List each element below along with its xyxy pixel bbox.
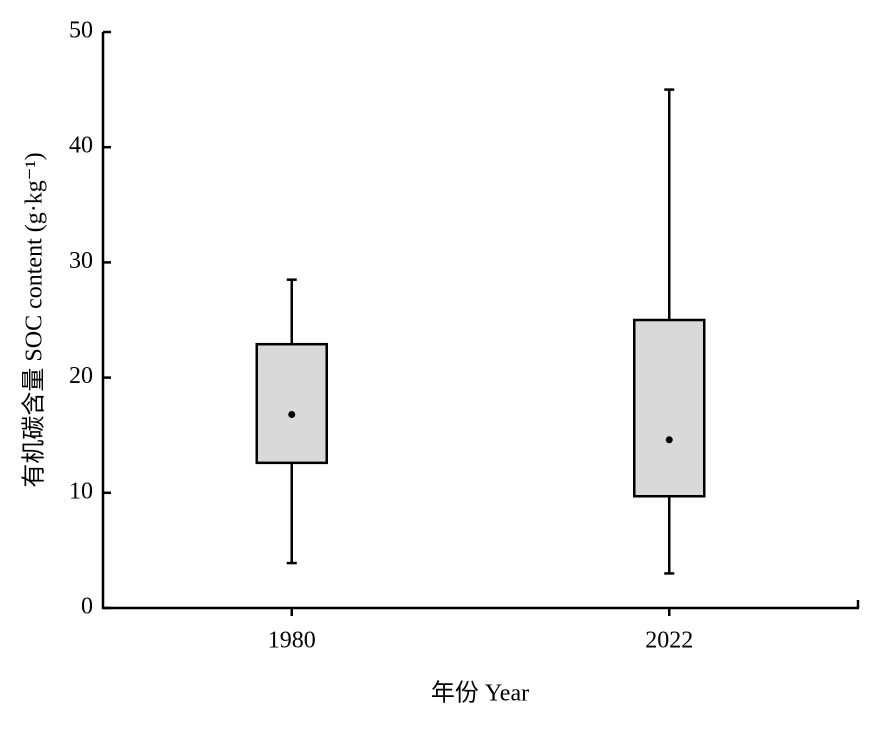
y-tick-label: 10 — [69, 478, 93, 504]
y-axis-label: 有机碳含量 SOC content (g·kg⁻¹) — [21, 152, 48, 487]
median-dot — [288, 410, 296, 418]
y-tick-label: 40 — [69, 133, 93, 159]
x-axis-label: 年份 Year — [431, 680, 529, 707]
y-tick-label: 30 — [69, 248, 93, 274]
x-tick-label: 1980 — [268, 628, 316, 654]
y-tick-label: 20 — [69, 363, 93, 389]
y-tick-label: 50 — [69, 18, 93, 44]
y-tick-label: 0 — [81, 594, 93, 620]
median-dot — [665, 436, 673, 444]
box — [255, 342, 328, 465]
box — [633, 318, 706, 498]
x-tick-label: 2022 — [645, 628, 693, 654]
